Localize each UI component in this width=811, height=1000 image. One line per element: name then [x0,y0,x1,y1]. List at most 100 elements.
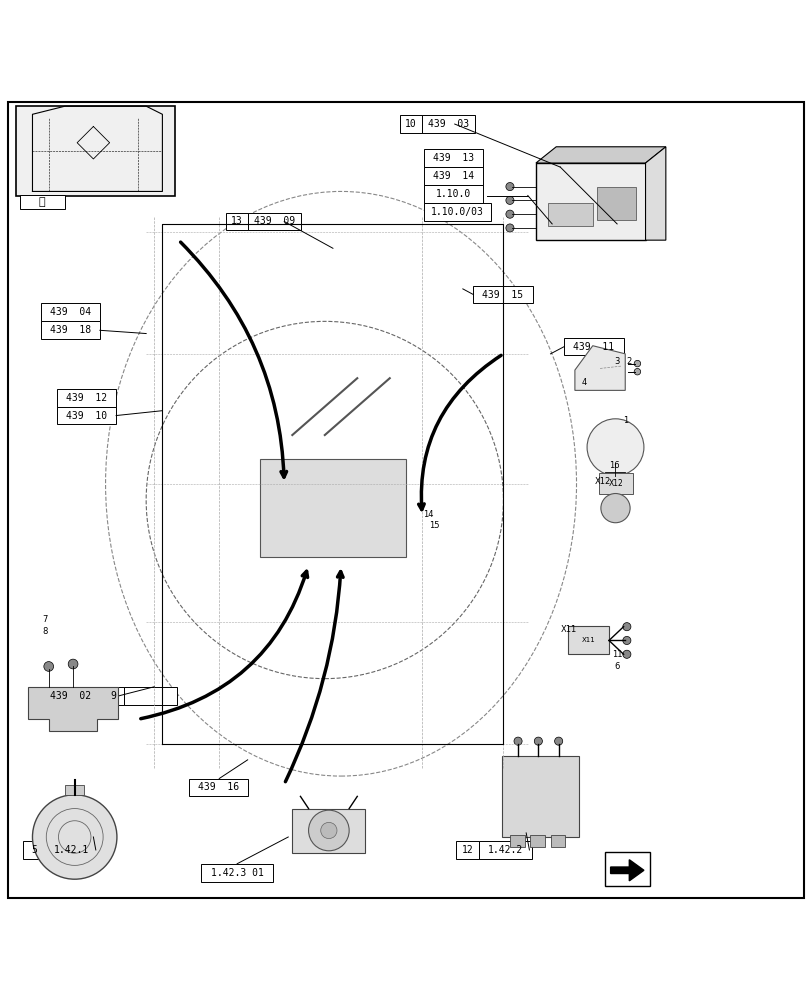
Bar [41,303,100,321]
Text: 1.42.1: 1.42.1 [54,845,89,855]
Bar [41,687,100,705]
Bar [599,473,633,494]
Bar [41,321,100,339]
Circle shape [622,623,630,631]
Circle shape [308,810,349,851]
Bar [399,115,422,133]
Bar [530,835,544,847]
Circle shape [505,210,513,218]
Text: 11: 11 [611,650,621,659]
Text: X12: X12 [594,477,611,486]
Text: 1.42.2: 1.42.2 [487,845,522,855]
Text: 5: 5 [31,845,37,855]
Text: 439  03: 439 03 [427,119,469,129]
Bar [535,163,645,240]
Text: ✋: ✋ [39,197,45,207]
Bar [423,185,483,203]
Bar [596,187,635,220]
Text: X11: X11 [560,625,576,634]
Bar [550,835,564,847]
Text: 12: 12 [461,845,473,855]
Bar [547,203,592,226]
Text: 2: 2 [626,357,631,366]
Text: 439  04: 439 04 [49,307,91,317]
Circle shape [44,662,54,671]
Circle shape [534,737,542,745]
Circle shape [554,737,562,745]
Text: 6: 6 [614,662,619,671]
Bar [509,835,524,847]
Circle shape [505,196,513,204]
Bar [189,779,248,796]
Text: 15: 15 [429,521,439,530]
Text: 439  13: 439 13 [432,153,474,163]
Bar [423,149,483,167]
Text: 439  18: 439 18 [49,325,91,335]
Bar [16,106,174,196]
Text: 1.10.0/03: 1.10.0/03 [431,207,483,217]
Circle shape [633,360,640,367]
Circle shape [505,224,513,232]
Bar [422,115,474,133]
Bar [23,841,45,859]
Text: 1.42.3 01: 1.42.3 01 [210,868,264,878]
Circle shape [513,737,521,745]
Bar [260,459,406,557]
Bar [201,864,272,882]
Bar [423,167,483,185]
Circle shape [586,419,643,476]
Bar [248,213,301,230]
Bar [57,389,116,407]
Circle shape [600,494,629,523]
Bar [456,841,478,859]
Bar [20,195,65,209]
Text: 10: 10 [405,119,416,129]
Text: 14: 14 [423,510,433,519]
Text: 16: 16 [608,461,620,470]
Text: 3: 3 [614,357,619,366]
Text: 439  02: 439 02 [49,691,91,701]
Bar [604,852,649,886]
Text: 439  14: 439 14 [432,171,474,181]
Polygon shape [535,147,665,163]
Text: X11: X11 [581,637,594,643]
Bar [101,687,124,705]
Polygon shape [574,346,624,390]
Text: 13: 13 [231,216,242,226]
Circle shape [68,659,78,669]
Circle shape [622,636,630,645]
Polygon shape [28,687,118,731]
Bar [292,809,365,853]
Bar [501,756,578,837]
Text: 439  09: 439 09 [254,216,295,226]
Bar [478,841,531,859]
Bar [568,626,608,654]
Text: 1: 1 [622,416,627,425]
Text: 8: 8 [42,627,47,636]
Text: 439  12: 439 12 [66,393,107,403]
Circle shape [505,183,513,191]
Text: 4: 4 [581,378,586,387]
Bar [45,841,98,859]
Text: 9: 9 [109,691,116,701]
Text: X12: X12 [608,479,623,488]
Bar [57,407,116,424]
Bar [564,338,623,355]
Text: 1.10.0: 1.10.0 [436,189,470,199]
Circle shape [320,822,337,839]
Circle shape [622,650,630,658]
Text: 439  16: 439 16 [198,782,239,792]
Polygon shape [645,147,665,240]
Bar [423,203,491,221]
Text: 7: 7 [42,615,47,624]
Bar [225,213,248,230]
Text: 439  10: 439 10 [66,411,107,421]
Text: 439  11: 439 11 [573,342,614,352]
Bar [124,687,177,705]
Circle shape [32,795,117,879]
Circle shape [633,368,640,375]
Text: 439  15: 439 15 [482,290,523,300]
Polygon shape [610,860,643,881]
Bar [65,785,84,795]
Bar [473,286,532,303]
